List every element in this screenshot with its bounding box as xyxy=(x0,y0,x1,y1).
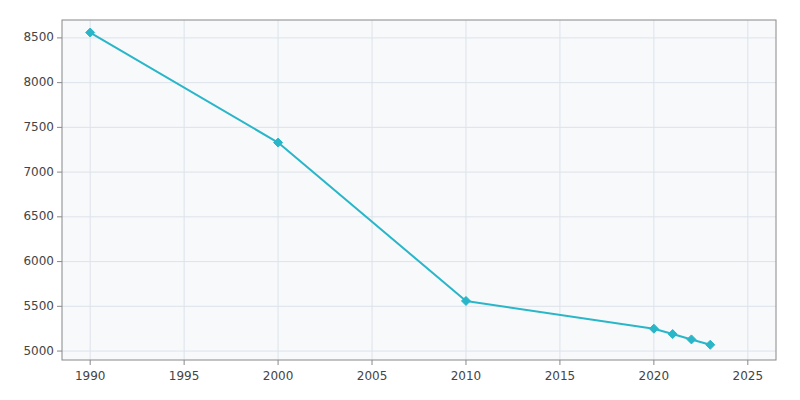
tick-label: 8500 xyxy=(23,30,54,44)
tick-mark xyxy=(653,360,654,365)
chart: 5000 5500 6000 6500 7000 7500 8000 8500 1990 1995… xyxy=(0,0,800,400)
grid-line xyxy=(184,20,185,360)
line xyxy=(90,33,710,345)
tick-mark xyxy=(747,360,748,365)
tick-mark xyxy=(57,216,62,217)
tick-label: 6500 xyxy=(23,209,54,223)
grid-line xyxy=(559,20,560,360)
marker xyxy=(706,340,715,349)
grid-line xyxy=(62,306,776,307)
marker xyxy=(649,324,658,333)
chart-container: 5000 5500 6000 6500 7000 7500 8000 8500 1990 1995… xyxy=(0,0,800,400)
grid-line xyxy=(62,216,776,217)
tick-label: 2020 xyxy=(639,369,670,383)
tick-mark xyxy=(465,360,466,365)
grid-line xyxy=(465,20,466,360)
series xyxy=(86,28,715,349)
tick-label: 2025 xyxy=(733,369,764,383)
tick-label: 1995 xyxy=(169,369,200,383)
tick-label: 5500 xyxy=(23,299,54,313)
grid-line xyxy=(278,20,279,360)
grid-line xyxy=(62,351,776,352)
tick-mark xyxy=(57,306,62,307)
tick-mark xyxy=(57,351,62,352)
tick-label: 6000 xyxy=(23,254,54,268)
grid-line xyxy=(90,20,91,360)
grid-line xyxy=(62,82,776,83)
tick-label: 8000 xyxy=(23,75,54,89)
tick-mark xyxy=(559,360,560,365)
tick-label: 2005 xyxy=(357,369,388,383)
marker xyxy=(86,28,95,37)
tick-mark xyxy=(372,360,373,365)
marker xyxy=(461,296,470,305)
grid-line xyxy=(62,172,776,173)
axes: 5000 5500 6000 6500 7000 7500 8000 8500 1990 1995… xyxy=(23,20,776,383)
tick-label: 2015 xyxy=(545,369,576,383)
tick-mark xyxy=(278,360,279,365)
tick-mark xyxy=(57,172,62,173)
grid-line xyxy=(62,127,776,128)
plot-background xyxy=(62,20,776,360)
tick-mark xyxy=(184,360,185,365)
grid-line xyxy=(62,37,776,38)
tick-label: 7500 xyxy=(23,120,54,134)
plot-frame xyxy=(62,20,776,360)
grid-line xyxy=(747,20,748,360)
tick-label: 1990 xyxy=(75,369,106,383)
tick-mark xyxy=(57,37,62,38)
tick-label: 5000 xyxy=(23,344,54,358)
marker xyxy=(274,138,283,147)
tick-label: 7000 xyxy=(23,165,54,179)
tick-label: 2000 xyxy=(263,369,294,383)
tick-mark xyxy=(57,82,62,83)
grid-line xyxy=(653,20,654,360)
marker xyxy=(687,335,696,344)
marker xyxy=(668,330,677,339)
grid xyxy=(62,20,776,360)
tick-mark xyxy=(57,261,62,262)
tick-mark xyxy=(90,360,91,365)
tick-label: 2010 xyxy=(451,369,482,383)
tick-mark xyxy=(57,127,62,128)
grid-line xyxy=(372,20,373,360)
